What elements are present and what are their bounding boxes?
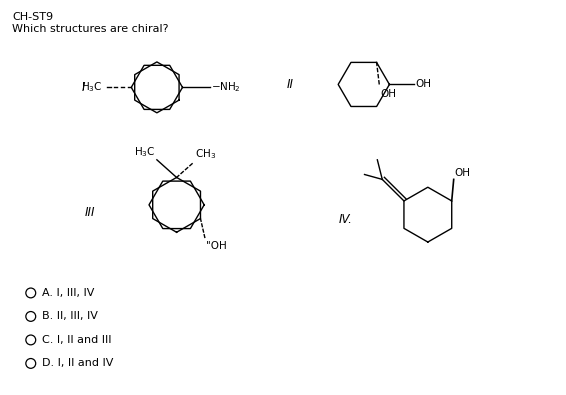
Text: III: III: [85, 206, 96, 219]
Text: H$_3$C: H$_3$C: [81, 81, 102, 94]
Text: H$_3$C: H$_3$C: [134, 145, 156, 159]
Text: A. I, III, IV: A. I, III, IV: [42, 288, 94, 298]
Text: "OH: "OH: [207, 241, 227, 251]
Text: B. II, III, IV: B. II, III, IV: [42, 311, 97, 322]
Text: C. I, II and III: C. I, II and III: [42, 335, 111, 345]
Text: OH: OH: [415, 79, 431, 89]
Text: D. I, II and IV: D. I, II and IV: [42, 358, 113, 369]
Text: CH-ST9: CH-ST9: [12, 12, 53, 22]
Text: IV.: IV.: [339, 213, 353, 226]
Text: I: I: [82, 81, 85, 94]
Text: $-$NH$_2$: $-$NH$_2$: [211, 81, 241, 94]
Text: II: II: [287, 78, 294, 91]
Text: OH: OH: [380, 89, 397, 99]
Text: OH: OH: [454, 168, 471, 179]
Text: Which structures are chiral?: Which structures are chiral?: [12, 24, 169, 34]
Text: CH$_3$: CH$_3$: [195, 147, 217, 161]
